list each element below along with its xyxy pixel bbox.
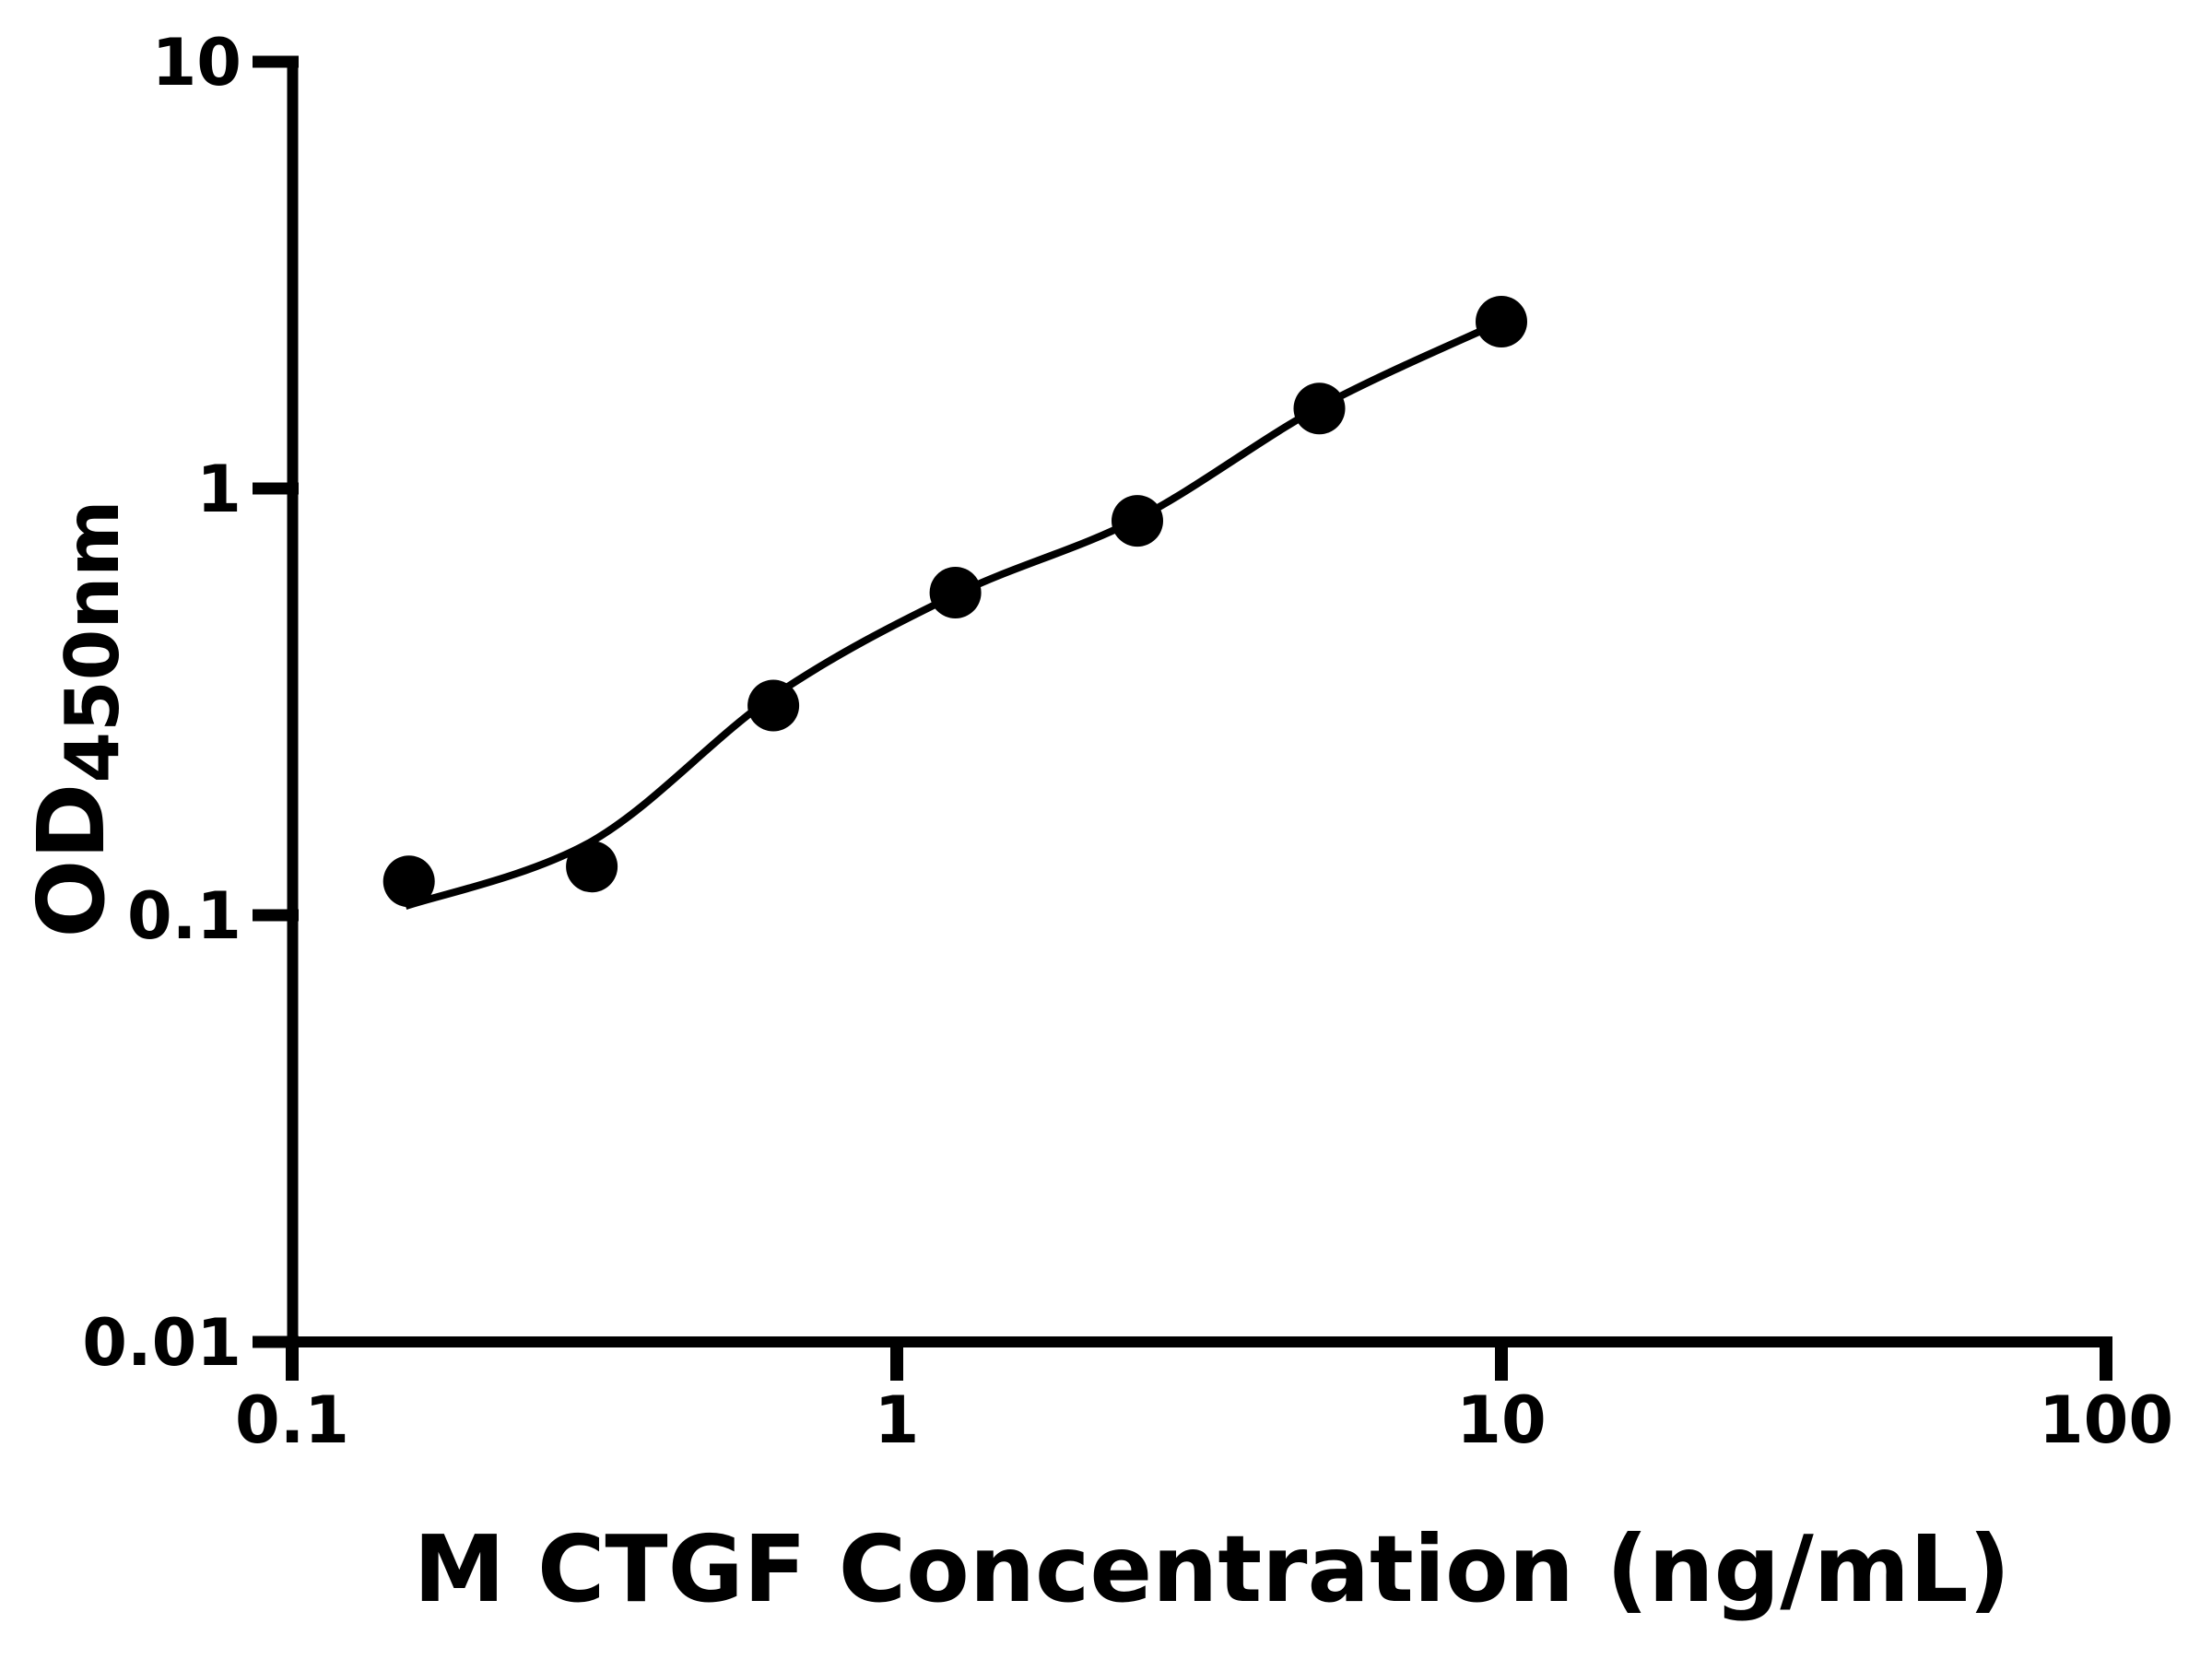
x-axis-title: M CTGF Concentration (ng/mL) bbox=[414, 1515, 2011, 1623]
y-axis-title: OD450nm bbox=[18, 500, 135, 937]
data-point bbox=[1112, 495, 1163, 547]
y-tick-label-0.1: 0.1 bbox=[127, 878, 241, 954]
y-tick-label-1: 1 bbox=[196, 452, 241, 527]
y-tick-label-10: 10 bbox=[152, 25, 241, 100]
axes bbox=[287, 56, 2112, 1347]
data-point bbox=[1293, 382, 1346, 435]
y-axis-title-main: OD bbox=[18, 783, 125, 938]
data-point-series bbox=[382, 296, 1527, 908]
y-axis-title-subscript: 450nm bbox=[50, 500, 135, 782]
x-tick-label-100: 100 bbox=[2039, 1382, 2173, 1458]
data-point bbox=[566, 841, 618, 893]
x-tick-label-1: 1 bbox=[875, 1382, 920, 1458]
tick-marks bbox=[253, 55, 2112, 1381]
x-tick-label-10: 10 bbox=[1456, 1382, 1546, 1458]
data-point bbox=[747, 679, 800, 732]
data-point bbox=[929, 567, 982, 618]
x-tick-label-0.1: 0.1 bbox=[235, 1382, 349, 1458]
y-tick-label-0.01: 0.01 bbox=[82, 1305, 241, 1381]
data-point bbox=[1476, 296, 1527, 347]
data-point bbox=[382, 855, 435, 908]
